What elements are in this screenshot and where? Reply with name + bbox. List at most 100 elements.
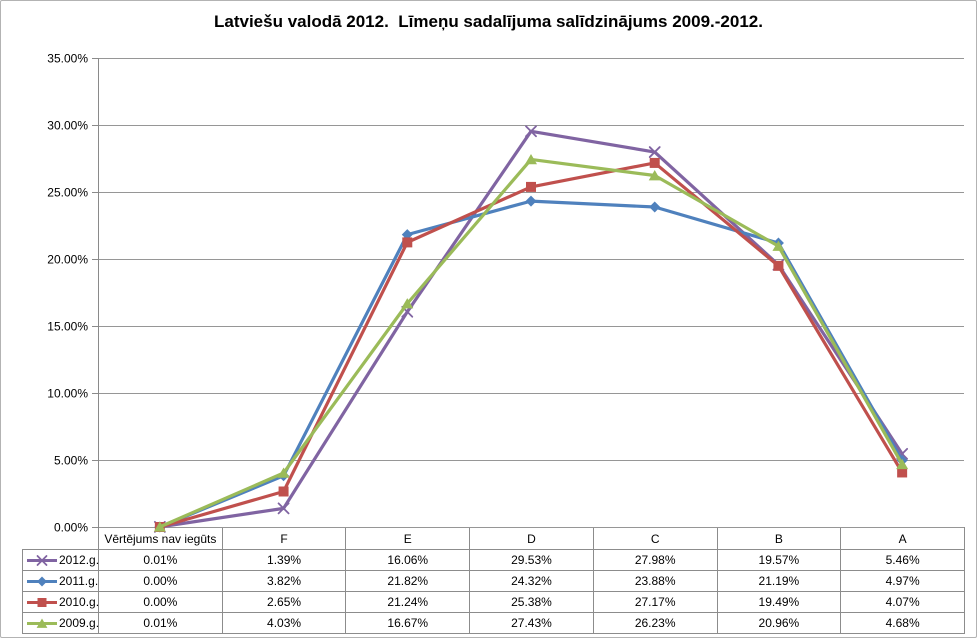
square-marker-icon	[37, 597, 47, 607]
table-row: 2012.g. 0.01% 1.39% 16.06% 29.53% 27.98% 19.57…	[22, 549, 965, 571]
square-marker-icon	[278, 486, 289, 497]
value-cell: 26.23%	[592, 612, 718, 634]
value-cell: 27.17%	[592, 591, 718, 613]
series-line	[158, 157, 904, 529]
value-cell: 4.68%	[840, 612, 965, 634]
square-marker-icon	[526, 181, 536, 192]
category-header-cell: E	[345, 527, 471, 550]
category-header-cell: F	[221, 527, 347, 550]
value-cell: 4.03%	[221, 612, 347, 634]
triangle-marker-icon	[525, 153, 537, 165]
legend-cell: 2009.g.	[22, 612, 99, 634]
x-marker-icon	[277, 502, 290, 515]
value-cell: 4.07%	[840, 591, 965, 613]
triangle-marker-icon	[772, 240, 785, 251]
value-cell: 23.88%	[592, 570, 718, 592]
triangle-marker-icon	[36, 618, 48, 628]
value-cell: 21.19%	[716, 570, 842, 592]
value-cell: 27.43%	[469, 612, 594, 634]
value-cell: 0.01%	[98, 549, 223, 571]
triangle-marker-icon	[401, 298, 414, 309]
category-header-cell: B	[716, 527, 842, 550]
diamond-marker-icon	[37, 576, 47, 586]
legend-key: 2009.g.	[25, 616, 99, 630]
legend-marker-icon	[27, 576, 57, 586]
value-cell: 25.38%	[469, 591, 594, 613]
value-cell: 3.82%	[221, 570, 347, 592]
y-tick-label: 35.00%	[47, 52, 88, 66]
legend-series-label: 2012.g.	[59, 553, 99, 567]
value-cell: 4.97%	[840, 570, 965, 592]
y-tick-label: 20.00%	[47, 253, 88, 267]
value-cell: 20.96%	[716, 612, 842, 634]
data-table: Vērtējums nav iegūts F E D C B A 2012.g. 0.01% 1…	[22, 527, 965, 634]
value-cell: 16.06%	[345, 549, 471, 571]
y-tick-label: 10.00%	[47, 387, 88, 401]
table-row: 2011.g. 0.00% 3.82% 21.82% 24.32% 23.88% 21.19…	[22, 570, 965, 592]
table-corner-cell	[23, 528, 99, 550]
diamond-marker-icon	[278, 470, 290, 482]
value-cell: 29.53%	[469, 549, 594, 571]
square-marker-icon	[402, 237, 413, 248]
legend-key: 2011.g.	[25, 574, 99, 588]
value-cell: 21.24%	[345, 591, 471, 613]
x-marker-icon	[896, 447, 909, 460]
y-tick-label: 5.00%	[54, 454, 88, 468]
x-marker-icon	[525, 125, 537, 138]
legend-series-label: 2010.g.	[59, 595, 99, 609]
legend-marker-icon	[27, 597, 57, 607]
diamond-marker-icon	[401, 229, 413, 241]
x-marker-icon	[772, 258, 785, 271]
square-marker-icon	[897, 467, 908, 478]
value-cell: 21.82%	[345, 570, 471, 592]
legend-marker-icon	[27, 554, 57, 566]
square-marker-icon	[649, 157, 660, 168]
square-marker-icon	[773, 260, 784, 271]
y-tick-label: 30.00%	[47, 119, 88, 133]
series-line	[158, 129, 904, 529]
value-cell: 19.49%	[716, 591, 842, 613]
legend-cell: 2010.g.	[22, 591, 99, 613]
diamond-marker-icon	[525, 195, 537, 207]
table-row: 2009.g. 0.01% 4.03% 16.67% 27.43% 26.23% 20.96…	[22, 612, 965, 634]
x-marker-icon	[401, 305, 414, 318]
legend-series-label: 2009.g.	[59, 616, 99, 630]
value-cell: 0.01%	[98, 612, 223, 634]
value-cell: 16.67%	[345, 612, 471, 634]
value-cell: 5.46%	[840, 549, 965, 571]
series-line	[158, 199, 904, 529]
value-cell: 0.00%	[98, 591, 223, 613]
legend-key: 2012.g.	[25, 553, 99, 567]
category-header-cell: A	[840, 527, 965, 550]
value-cell: 1.39%	[221, 549, 347, 571]
legend-cell: 2011.g.	[22, 570, 99, 592]
table-row: 2010.g. 0.00% 2.65% 21.24% 25.38% 27.17% 19.49…	[22, 591, 965, 613]
table-head: Vērtējums nav iegūts F E D C B A	[23, 527, 965, 550]
value-cell: 19.57%	[716, 549, 842, 571]
triangle-marker-icon	[648, 170, 661, 181]
x-marker-icon	[648, 146, 661, 158]
value-cell: 2.65%	[221, 591, 347, 613]
triangle-marker-icon	[896, 458, 909, 470]
y-tick-label: 25.00%	[47, 186, 88, 200]
x-marker-icon	[36, 554, 48, 566]
value-cell: 0.00%	[98, 570, 223, 592]
series-line	[158, 161, 904, 529]
legend-key: 2010.g.	[25, 595, 99, 609]
diamond-marker-icon	[772, 237, 784, 249]
category-header-cell: D	[469, 527, 594, 550]
category-header-cell: C	[592, 527, 718, 550]
category-header-cell: Vērtējums nav iegūts	[98, 527, 223, 550]
value-cell: 27.98%	[592, 549, 718, 571]
chart-title: Latviešu valodā 2012. Līmeņu sadalījuma …	[214, 12, 763, 31]
value-cell: 24.32%	[469, 570, 594, 592]
diamond-marker-icon	[896, 454, 908, 466]
legend-series-label: 2011.g.	[59, 574, 99, 588]
table-body: 2012.g. 0.01% 1.39% 16.06% 29.53% 27.98% 19.57…	[22, 549, 965, 634]
triangle-marker-icon	[277, 467, 290, 478]
legend-cell: 2012.g.	[22, 549, 99, 571]
legend-marker-icon	[27, 618, 57, 628]
table-header-row: Vērtējums nav iegūts F E D C B A	[23, 527, 965, 550]
diamond-marker-icon	[649, 201, 661, 213]
